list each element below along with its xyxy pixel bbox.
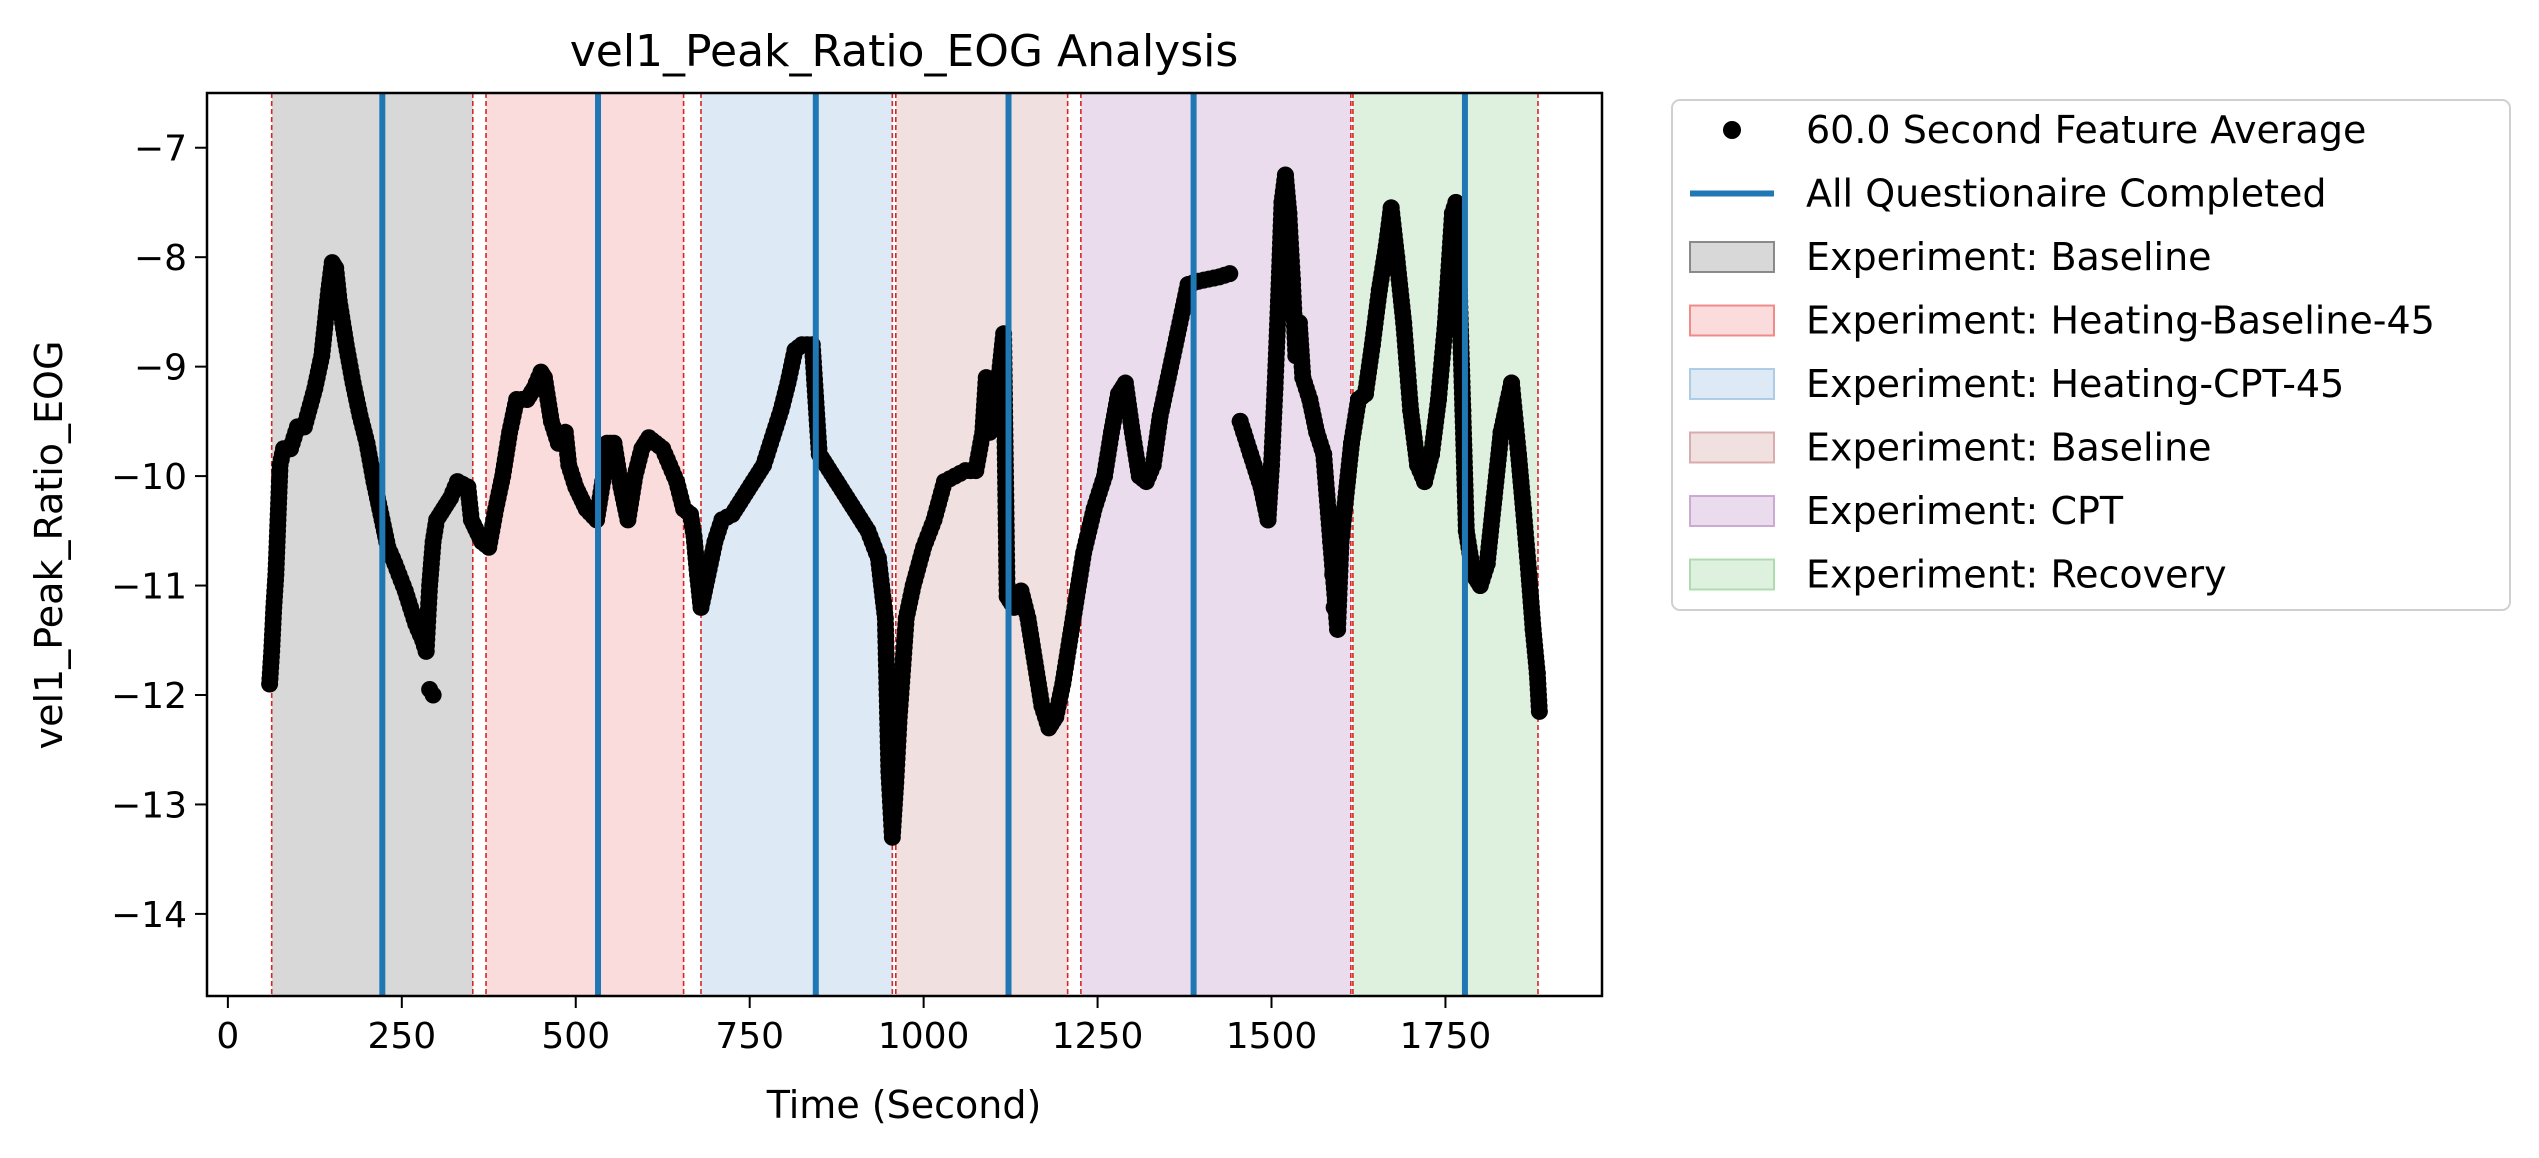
x-tick-label: 1000	[878, 1016, 970, 1057]
data-point	[1524, 620, 1542, 638]
legend-label: All Questionaire Completed	[1806, 172, 2327, 216]
y-tick-label: −9	[134, 348, 187, 389]
legend-patch	[1689, 368, 1775, 400]
data-point	[1301, 390, 1319, 408]
data-point	[1503, 374, 1521, 392]
data-point	[1423, 445, 1441, 463]
data-point	[1242, 445, 1260, 463]
y-tick-label: −13	[111, 785, 187, 826]
x-tick-label: 1750	[1400, 1016, 1492, 1057]
data-point	[1329, 620, 1347, 638]
data-point	[1388, 248, 1406, 266]
x-tick-label: 0	[216, 1016, 239, 1057]
data-points	[261, 166, 1548, 846]
data-point	[1395, 314, 1413, 332]
data-point	[1332, 533, 1350, 551]
y-tick-label: −8	[134, 238, 187, 279]
questionnaire-lines	[379, 93, 1468, 996]
y-tick-label: −12	[111, 676, 187, 717]
data-point	[1343, 434, 1361, 452]
y-tick-label: −14	[111, 895, 187, 936]
data-point	[1530, 702, 1548, 720]
data-point	[1370, 281, 1388, 299]
data-point	[1499, 390, 1517, 408]
legend-label: Experiment: Heating-CPT-45	[1806, 362, 2344, 406]
legend-patch	[1689, 304, 1775, 337]
data-point	[1263, 456, 1281, 474]
data-point	[417, 642, 435, 660]
legend-marker	[1723, 121, 1741, 139]
data-point	[1294, 369, 1312, 387]
data-point	[1377, 237, 1395, 255]
data-point	[424, 686, 442, 704]
legend-box	[1671, 99, 2511, 611]
plot-frame	[205, 91, 1604, 998]
phase-band-0	[271, 93, 473, 996]
legend-label: Experiment: Heating-Baseline-45	[1806, 299, 2435, 343]
data-point	[1510, 445, 1528, 463]
y-axis-label: vel1_Peak_Ratio_EOG	[27, 341, 71, 750]
data-point	[1528, 664, 1546, 682]
data-point	[1276, 166, 1294, 184]
legend-label: Experiment: Recovery	[1806, 553, 2227, 597]
data-point	[1325, 598, 1343, 616]
data-point	[1356, 385, 1374, 403]
x-tick-label: 1250	[1052, 1016, 1144, 1057]
x-tick-label: 500	[541, 1016, 610, 1057]
data-point	[1402, 401, 1420, 419]
data-point	[1324, 566, 1342, 584]
legend-patch	[1689, 241, 1775, 273]
legend-label: Experiment: Baseline	[1806, 235, 2212, 279]
data-point	[1280, 204, 1298, 222]
data-point	[1252, 478, 1270, 496]
phase-band-2	[700, 93, 893, 996]
data-point	[1429, 390, 1447, 408]
data-point	[1478, 555, 1496, 573]
data-point	[1266, 380, 1284, 398]
legend-patch	[1689, 431, 1775, 464]
data-point	[1221, 265, 1239, 283]
data-point	[1514, 500, 1532, 518]
x-axis-label: Time (Second)	[766, 1083, 1042, 1127]
x-tick-label: 250	[367, 1016, 436, 1057]
chart-title: vel1_Peak_Ratio_EOG Analysis	[570, 26, 1239, 77]
data-point	[1485, 489, 1503, 507]
data-point	[1382, 199, 1400, 217]
data-point	[1235, 423, 1253, 441]
data-point	[1447, 193, 1465, 211]
y-tick-label: −11	[111, 567, 187, 608]
data-point	[1308, 423, 1326, 441]
data-point	[1290, 314, 1308, 332]
data-point	[1409, 456, 1427, 474]
x-axis-ticks: 0 250 500 750 1000 1250 1500 1750	[216, 996, 1491, 1057]
legend-label: 60.0 Second Feature Average	[1806, 108, 2366, 152]
y-axis-ticks: −14 −13 −12 −11 −10 −9 −8 −7	[111, 129, 207, 936]
y-tick-label: −7	[134, 129, 187, 170]
data-point	[1520, 566, 1538, 584]
data-point	[1416, 473, 1434, 491]
x-tick-label: 750	[715, 1016, 784, 1057]
legend-label: Experiment: Baseline	[1806, 426, 2212, 470]
data-point	[1283, 270, 1301, 288]
data-point	[1471, 577, 1489, 595]
phase-bands	[271, 93, 1538, 996]
phase-band-1	[486, 93, 684, 996]
data-point	[1492, 423, 1510, 441]
phase-band-4	[1080, 93, 1351, 996]
y-tick-label: −10	[111, 457, 187, 498]
data-point	[1363, 336, 1381, 354]
data-point	[1259, 511, 1277, 529]
legend: 60.0 Second Feature Average All Questiona…	[1671, 99, 2511, 611]
legend-label: Experiment: CPT	[1806, 489, 2124, 533]
data-point	[1287, 347, 1305, 365]
data-point	[1436, 314, 1454, 332]
legend-patch	[1689, 495, 1775, 527]
data-point	[1269, 292, 1287, 310]
legend-patch	[1689, 558, 1775, 591]
data-point	[1336, 500, 1354, 518]
data-point	[1315, 445, 1333, 463]
x-tick-label: 1500	[1226, 1016, 1318, 1057]
